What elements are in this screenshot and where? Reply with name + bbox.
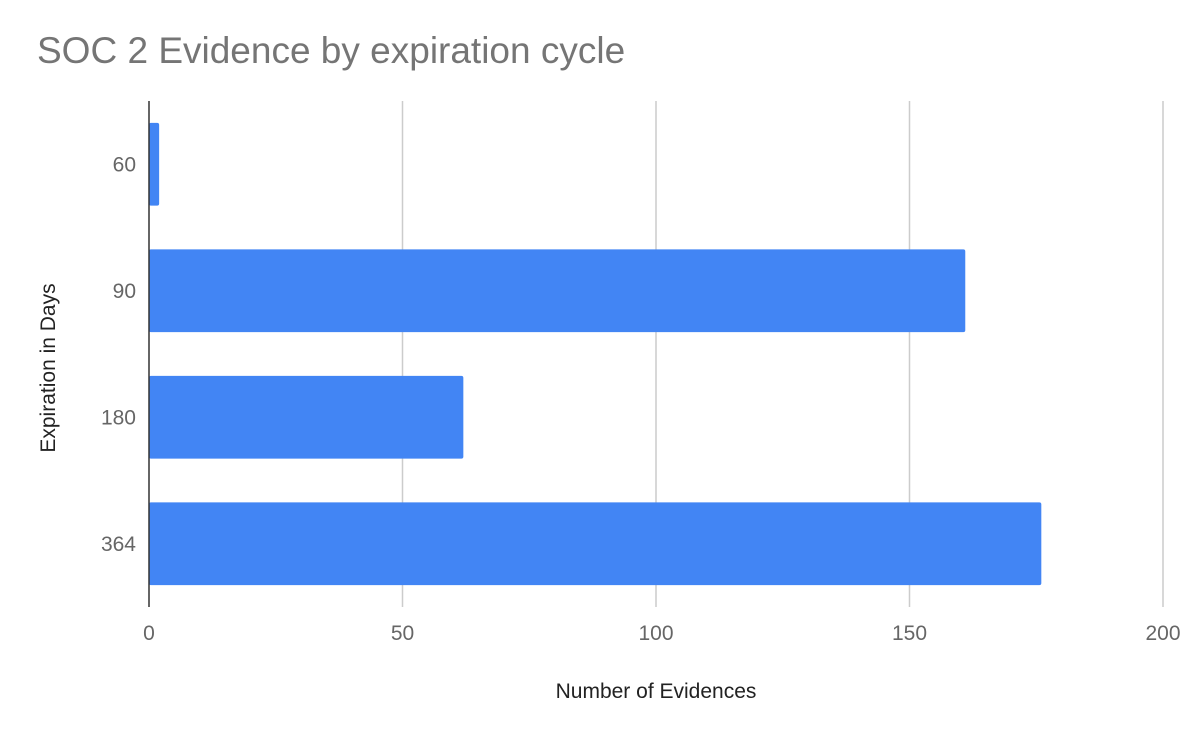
y-tick-label-60: 60 xyxy=(113,153,136,176)
chart-title: SOC 2 Evidence by expiration cycle xyxy=(37,30,626,71)
y-tick-label-90: 90 xyxy=(113,280,136,303)
bar-364 xyxy=(149,502,1042,586)
x-tick-label-100: 100 xyxy=(638,622,673,645)
x-axis-tick-labels: 0 50 100 150 200 xyxy=(143,622,1180,645)
y-tick-label-180: 180 xyxy=(101,406,136,429)
y-tick-label-364: 364 xyxy=(101,533,136,556)
bar-60 xyxy=(149,122,160,206)
x-axis-title: Number of Evidences xyxy=(556,680,757,703)
x-tick-label-50: 50 xyxy=(391,622,414,645)
bar-90 xyxy=(149,249,966,333)
x-tick-label-0: 0 xyxy=(143,622,155,645)
x-tick-label-200: 200 xyxy=(1145,622,1180,645)
y-axis-tick-labels: 60 90 180 364 xyxy=(101,153,136,556)
y-axis-title: Expiration in Days xyxy=(37,283,60,452)
bar-180 xyxy=(149,375,464,459)
x-tick-label-150: 150 xyxy=(892,622,927,645)
bars xyxy=(149,122,1042,586)
